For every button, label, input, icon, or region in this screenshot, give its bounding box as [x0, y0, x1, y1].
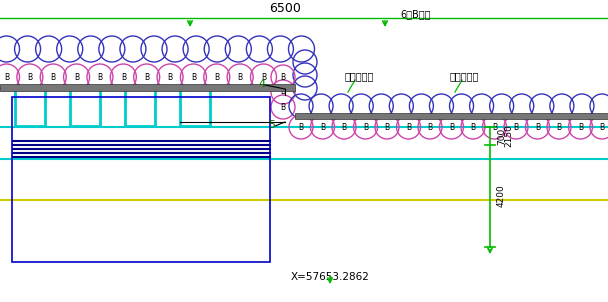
Text: X=57653.2862: X=57653.2862 — [291, 272, 370, 282]
Text: B: B — [144, 72, 149, 82]
Text: B: B — [280, 72, 286, 82]
Text: B: B — [238, 72, 243, 82]
Bar — [295, 113, 608, 119]
Text: 三轴搜拌框: 三轴搜拌框 — [345, 71, 375, 81]
Text: B: B — [471, 123, 475, 131]
Text: B: B — [492, 123, 497, 131]
Text: B: B — [4, 72, 9, 82]
Text: B: B — [214, 72, 219, 82]
Text: B: B — [513, 123, 519, 131]
Text: B: B — [50, 72, 56, 82]
Text: B: B — [599, 123, 604, 131]
Text: B: B — [191, 72, 196, 82]
Text: B: B — [299, 123, 303, 131]
Text: 6500: 6500 — [269, 2, 301, 15]
Bar — [12, 97, 270, 262]
Text: B: B — [261, 72, 266, 82]
Text: 6根B型框: 6根B型框 — [400, 9, 430, 19]
Text: 700: 700 — [497, 127, 506, 145]
Text: 钒孔灰注浆: 钒孔灰注浆 — [450, 71, 479, 81]
Text: B: B — [167, 72, 173, 82]
Text: B: B — [406, 123, 411, 131]
Text: B: B — [320, 123, 325, 131]
Text: 5: 5 — [268, 120, 275, 130]
Text: B: B — [27, 72, 32, 82]
Text: B: B — [97, 72, 103, 82]
Text: B: B — [280, 88, 286, 97]
Text: B: B — [280, 102, 286, 111]
Text: B: B — [427, 123, 432, 131]
Text: 4: 4 — [258, 79, 265, 89]
Text: B: B — [121, 72, 126, 82]
Text: B: B — [578, 123, 583, 131]
Text: B: B — [449, 123, 454, 131]
Text: B: B — [74, 72, 79, 82]
Text: 4200: 4200 — [497, 185, 506, 207]
Bar — [0, 84, 295, 91]
Text: B: B — [556, 123, 562, 131]
Text: B: B — [384, 123, 390, 131]
Text: B: B — [342, 123, 347, 131]
Text: B: B — [535, 123, 540, 131]
Text: B: B — [363, 123, 368, 131]
Text: 2150: 2150 — [504, 124, 513, 147]
